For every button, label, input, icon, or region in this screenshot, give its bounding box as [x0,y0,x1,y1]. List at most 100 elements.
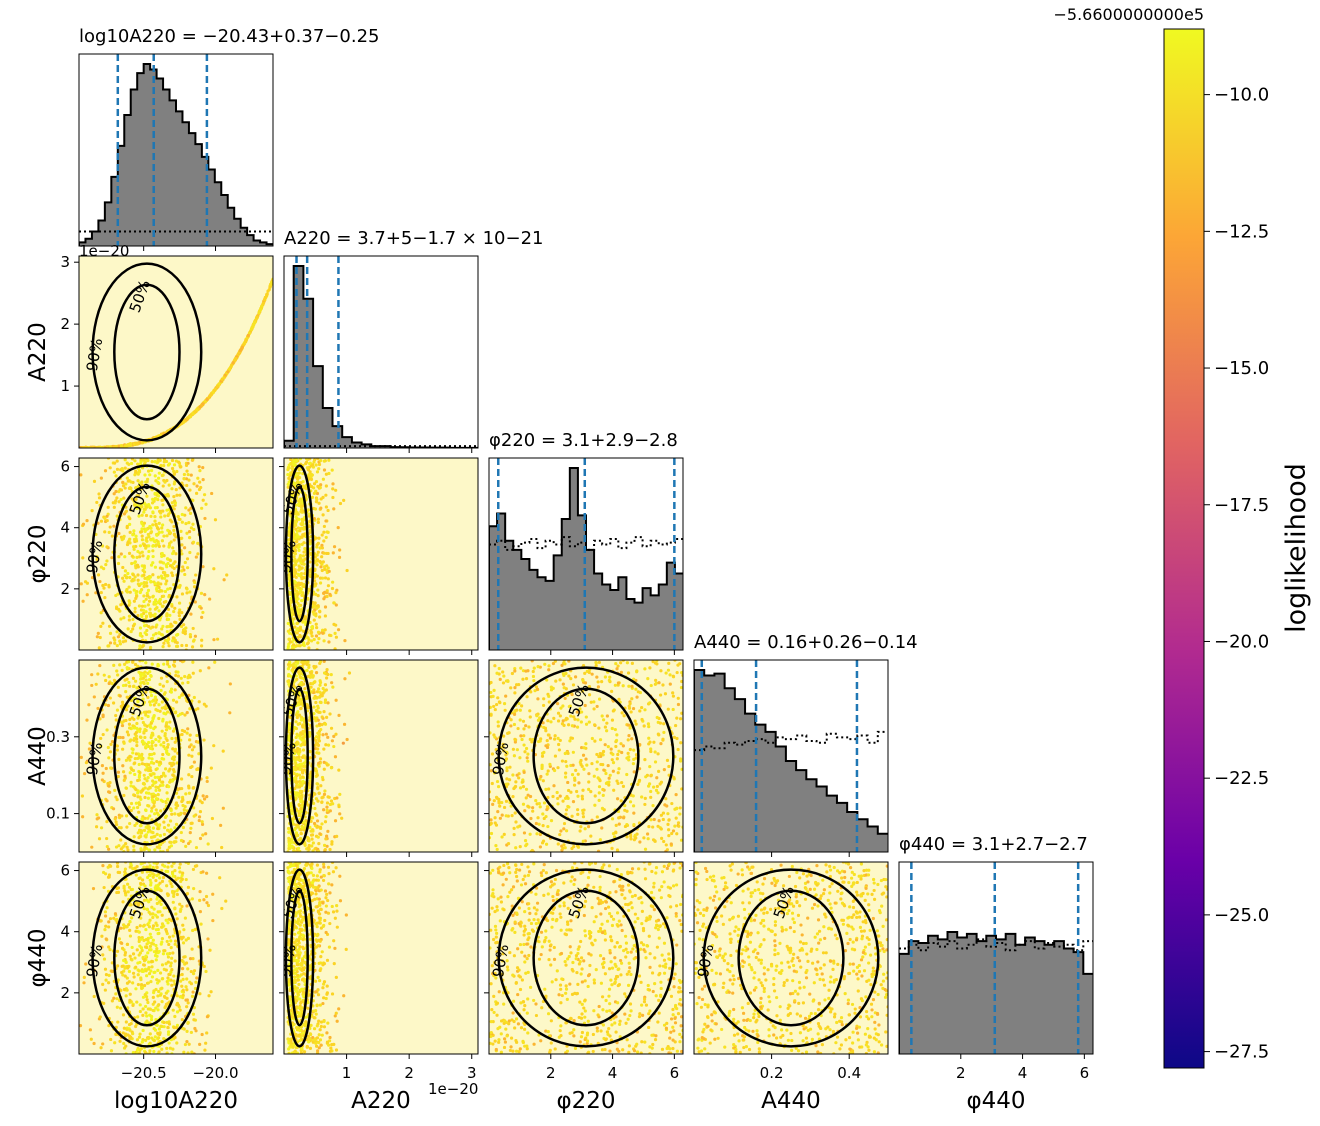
scatter-point [227,367,232,371]
scatter-point [201,478,205,482]
scatter-point [294,523,298,527]
scatter-point [160,526,164,530]
scatter-point [107,530,111,534]
scatter-point [126,627,130,631]
scatter-point [315,606,319,610]
scatter-point [170,458,175,463]
scatter-point [162,458,167,462]
scatter-point [297,489,302,494]
scatter-point [118,609,122,613]
scatter-point [99,590,103,595]
scatter-point [138,626,143,630]
scatter-point [90,845,94,849]
scatter-point [171,504,175,509]
scatter-point [212,567,216,571]
scatter-point [153,506,158,510]
scatter-point [146,594,150,598]
scatter-point [293,562,298,567]
scatter-point [115,496,119,500]
scatter-point [137,836,141,840]
scatter-point [133,606,137,610]
scatter-point [168,531,173,535]
scatter-point [302,641,306,645]
scatter-point [140,534,144,538]
scatter-point [314,489,318,493]
scatter-point [128,575,132,580]
scatter-point [334,591,338,595]
scatter-point [144,597,148,601]
scatter-point [302,643,306,648]
scatter-point [157,471,161,475]
scatter-point [322,639,326,643]
scatter-point [177,614,181,618]
scatter-point [345,568,349,573]
scatter-point [162,576,167,580]
scatter-point [122,496,126,500]
scatter-point [171,639,175,643]
scatter-point [331,551,335,555]
scatter-point [145,591,149,595]
scatter-point [183,546,187,550]
scatter-point [188,632,192,637]
y-tick-label: 2 [60,580,70,598]
scatter-point [157,631,161,635]
scatter-point [115,643,119,648]
scatter-point [287,568,291,572]
scatter-point [164,582,168,586]
scatter-point [287,573,291,577]
scatter-point [178,617,182,621]
scatter-point [119,617,123,621]
scatter-point [195,484,199,488]
scatter-point [131,624,136,628]
scatter-point [128,590,132,594]
scatter-point [153,540,157,544]
scatter-point [151,573,155,577]
scatter-point [184,643,189,648]
scatter-point [145,480,149,484]
scatter-point [128,486,132,490]
scatter-point [108,641,113,645]
scatter-point [312,482,317,486]
scatter-point [322,524,326,529]
scatter-point [172,528,176,532]
scatter-point [178,486,182,490]
scatter-point [301,504,305,508]
scatter-point [160,589,164,593]
scatter-point [320,546,325,550]
scatter-point [194,573,198,577]
scatter-point [298,567,302,571]
scatter-point [125,590,130,594]
scatter-point [167,545,171,549]
scatter-point [116,561,121,566]
scatter-point [140,502,144,506]
title-A220: A220 = 3.7+5−1.7 × 10−21 [284,228,543,249]
scatter-point [140,527,144,531]
scatter-point [297,517,301,522]
scatter-point [306,596,310,601]
scatter-point [108,525,112,529]
scatter-point [132,545,136,549]
scatter-point [172,524,176,529]
scatter-point [164,574,168,578]
scatter-point [133,575,137,579]
scatter-point [174,487,178,492]
scatter-point [103,469,108,473]
panel-frame [78,457,274,651]
scatter-point [257,310,261,315]
scatter-point [98,635,102,640]
scatter-point [123,555,127,559]
scatter-point [337,555,342,559]
scatter-point [172,495,176,499]
scatter-point [322,468,327,472]
scatter-point [293,486,297,490]
scatter-point [151,510,155,514]
scatter-point [174,535,178,539]
scatter-point [310,634,314,638]
scatter-point [148,473,152,477]
scatter-point [318,581,323,585]
scatter-point [182,477,186,481]
contour-90 [91,464,203,644]
scatter-point [114,713,118,718]
scatter-point [148,607,152,611]
scatter-point [118,632,122,636]
